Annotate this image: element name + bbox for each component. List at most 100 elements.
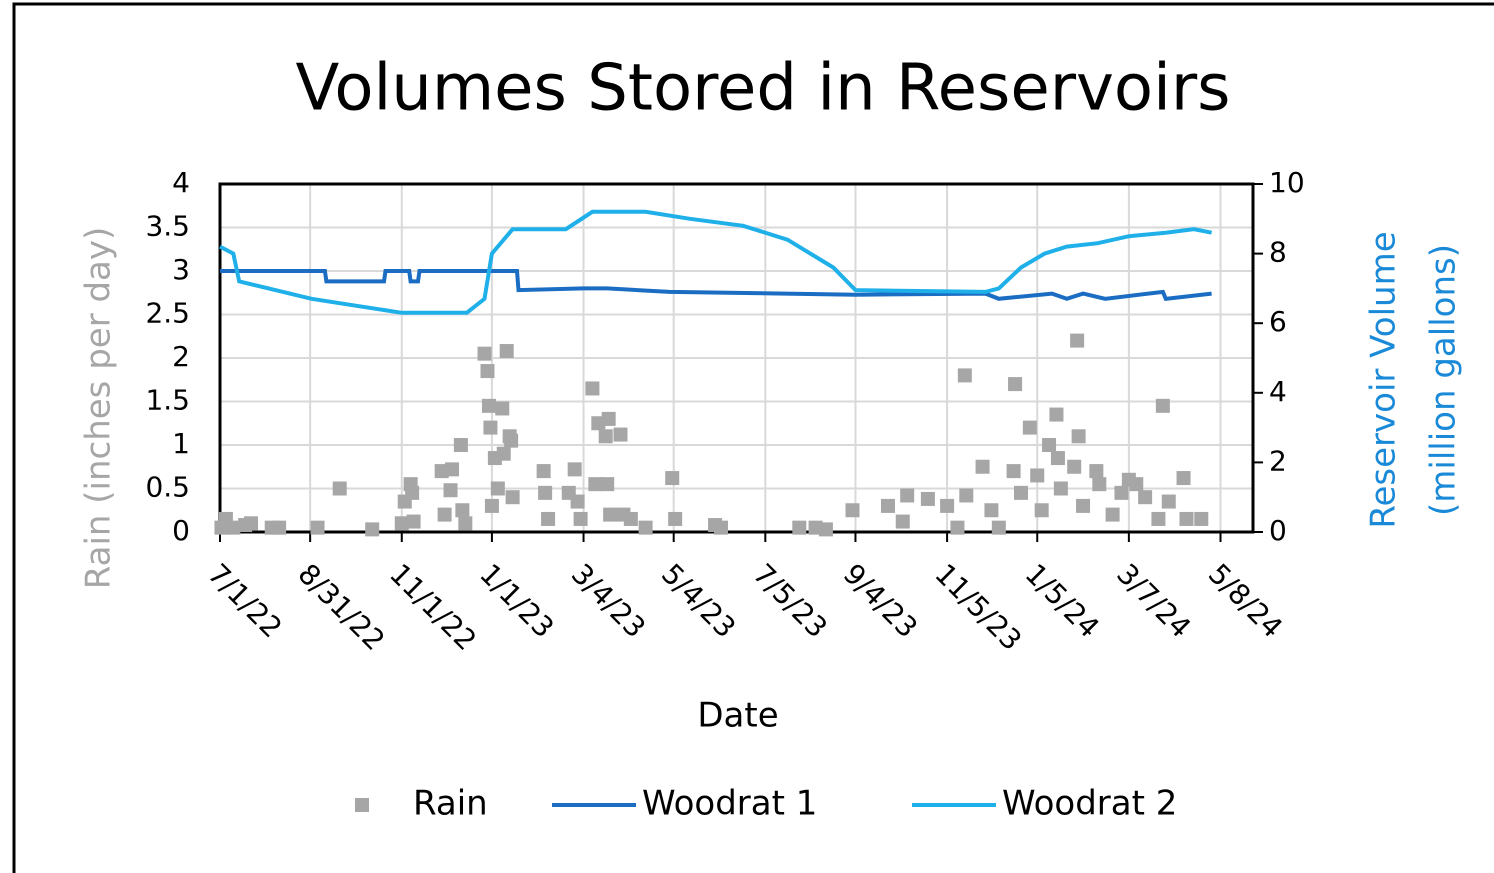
rain-point xyxy=(601,411,616,426)
rain-point xyxy=(975,459,990,474)
legend-marker xyxy=(355,798,369,812)
rain-point xyxy=(603,507,618,522)
y-tick-label: 4 xyxy=(172,166,190,199)
rain-point xyxy=(365,522,380,537)
rain-point xyxy=(1151,511,1166,526)
rain-point xyxy=(668,511,683,526)
y2-axis-label: (million gallons) xyxy=(1424,244,1464,516)
x-tick-label: 7/5/23 xyxy=(747,557,834,644)
chart-title: Volumes Stored in Reservoirs xyxy=(296,52,1231,126)
rain-point xyxy=(1008,377,1023,392)
legend-label: Woodrat 1 xyxy=(642,784,817,824)
rain-point xyxy=(818,522,833,537)
rain-point xyxy=(638,520,653,535)
x-tick-label: 8/31/22 xyxy=(292,557,392,657)
rain-point xyxy=(1138,490,1153,505)
rain-point xyxy=(405,485,420,500)
rain-point xyxy=(490,481,505,496)
rain-point xyxy=(1092,477,1107,492)
y-tick-label: 0 xyxy=(172,514,190,547)
rain-point xyxy=(481,398,496,413)
rain-point xyxy=(332,481,347,496)
rain-point xyxy=(623,511,638,526)
y-tick-label: 0.5 xyxy=(145,471,190,504)
rain-point xyxy=(957,368,972,383)
rain-point xyxy=(1105,507,1120,522)
rain-point xyxy=(588,477,603,492)
rain-point xyxy=(567,462,582,477)
x-tick-label: 5/8/24 xyxy=(1202,557,1289,644)
rain-point xyxy=(1070,333,1085,348)
rain-point xyxy=(598,429,613,444)
rain-point xyxy=(541,511,556,526)
legend-label: Woodrat 2 xyxy=(1002,784,1177,824)
rain-point xyxy=(483,420,498,435)
x-tick-label: 3/4/23 xyxy=(565,557,652,644)
y2-axis-label: Reservoir Volume xyxy=(1364,231,1404,528)
rain-point xyxy=(613,427,628,442)
y2-tick-label: 0 xyxy=(1269,514,1287,547)
x-axis-label: Date xyxy=(697,696,778,736)
rain-point xyxy=(900,488,915,503)
x-tick-label: 3/7/24 xyxy=(1110,557,1197,644)
rain-point xyxy=(991,520,1006,535)
rain-point xyxy=(437,507,452,522)
rain-point xyxy=(455,503,470,518)
rain-point xyxy=(1022,420,1037,435)
legend-label: Rain xyxy=(413,784,488,824)
rain-point xyxy=(1050,451,1065,466)
rain-point xyxy=(458,516,473,531)
y2-tick-label: 6 xyxy=(1269,305,1287,338)
rain-point xyxy=(1179,511,1194,526)
rain-point xyxy=(570,494,585,509)
rain-point xyxy=(940,498,955,513)
rain-point xyxy=(1161,494,1176,509)
y-tick-label: 2.5 xyxy=(145,297,190,330)
rain-point xyxy=(1114,485,1129,500)
rain-point xyxy=(1155,398,1170,413)
y-tick-label: 3.5 xyxy=(145,210,190,243)
rain-point xyxy=(880,498,895,513)
rain-point xyxy=(1071,429,1086,444)
rain-point xyxy=(538,485,553,500)
rain-point xyxy=(505,490,520,505)
rain-point xyxy=(495,401,510,416)
y2-tick-label: 2 xyxy=(1269,444,1287,477)
rain-point xyxy=(1042,438,1057,452)
x-tick-label: 11/1/22 xyxy=(383,557,483,657)
y2-tick-label: 4 xyxy=(1269,375,1287,408)
rain-point xyxy=(1049,407,1064,422)
x-tick-label: 1/5/24 xyxy=(1019,557,1106,644)
rain-point xyxy=(1194,511,1209,526)
rain-point xyxy=(665,471,680,486)
chart-frame xyxy=(12,2,1494,873)
rain-point xyxy=(950,520,965,535)
rain-point xyxy=(600,477,615,492)
rain-point xyxy=(272,520,287,535)
y-tick-label: 1.5 xyxy=(145,384,190,417)
x-tick-label: 9/4/23 xyxy=(837,557,924,644)
rain-point xyxy=(1006,464,1021,479)
rain-point xyxy=(406,514,421,529)
rain-point xyxy=(895,514,910,529)
x-tick-label: 11/5/23 xyxy=(928,557,1028,657)
rain-point xyxy=(1013,485,1028,500)
rain-point xyxy=(1129,477,1144,492)
rain-point xyxy=(1034,503,1049,518)
rain-point xyxy=(536,464,551,479)
rain-point xyxy=(480,364,495,379)
rain-point xyxy=(984,503,999,518)
rain-point xyxy=(1089,464,1104,479)
rain-point xyxy=(792,520,807,535)
rain-point xyxy=(499,344,514,359)
series-line xyxy=(219,209,1212,315)
rain-point xyxy=(1076,498,1091,513)
rain-point xyxy=(226,520,241,535)
rain-point xyxy=(920,491,935,506)
rain-point xyxy=(453,438,468,452)
plot-frame xyxy=(218,182,1255,534)
x-tick-label: 7/1/22 xyxy=(201,557,288,644)
rain-point xyxy=(504,433,519,448)
rain-point xyxy=(1176,471,1191,486)
